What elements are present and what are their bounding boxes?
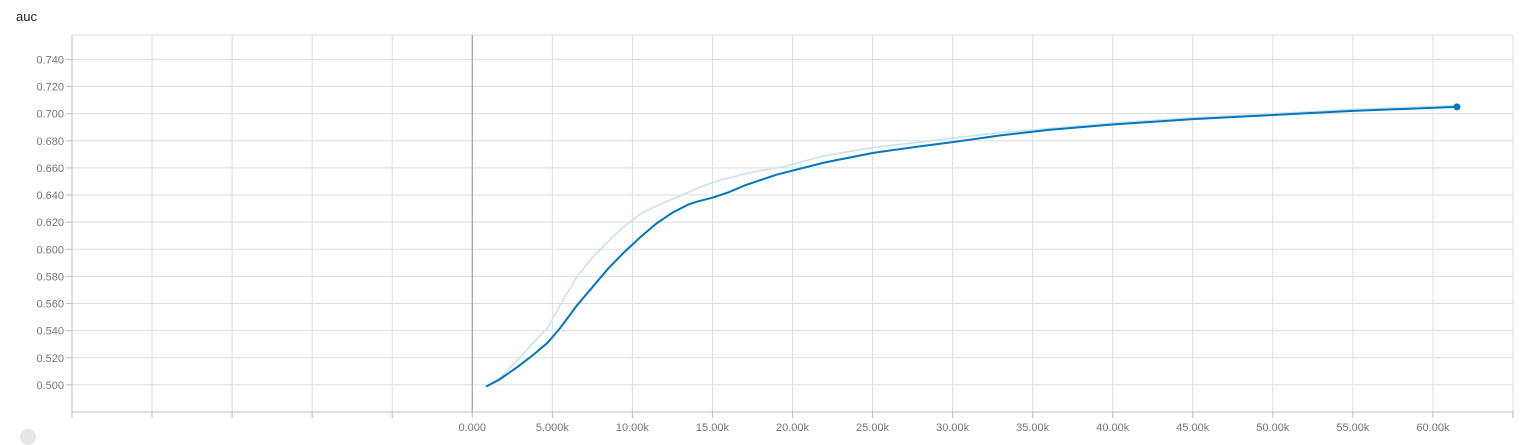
y-tick-label: 0.620 — [36, 217, 64, 229]
y-tick-label: 0.540 — [36, 326, 64, 338]
x-tick-label: 60.00k — [1416, 422, 1450, 434]
y-axis-ticks: 0.500 0.520 0.540 0.560 0.580 0.600 0.620 0.640… — [36, 54, 72, 392]
x-tick-label: 50.00k — [1256, 422, 1290, 434]
x-tick-label: 0.000 — [459, 422, 487, 434]
grid-lines — [71, 34, 1514, 412]
y-tick-label: 0.500 — [36, 380, 64, 392]
x-tick-label: 5.000k — [536, 422, 570, 434]
x-tick-label: 15.00k — [696, 422, 730, 434]
y-tick-label: 0.660 — [36, 163, 64, 175]
y-tick-label: 0.680 — [36, 136, 64, 148]
y-tick-label: 0.600 — [36, 244, 64, 256]
series-end-point — [1453, 103, 1461, 111]
y-tick-label: 0.560 — [36, 299, 64, 311]
x-tick-label: 35.00k — [1016, 422, 1050, 434]
x-tick-label: 10.00k — [616, 422, 650, 434]
chart-title: auc — [16, 9, 37, 24]
raw-series-line — [485, 104, 1458, 388]
x-tick-label: 20.00k — [776, 422, 810, 434]
series-lines — [485, 103, 1461, 388]
y-tick-label: 0.580 — [36, 271, 64, 283]
x-tick-label: 45.00k — [1176, 422, 1210, 434]
x-axis-ticks: 0.000 5.000k 10.00k 15.00k 20.00k 25.00k 30.00… — [71, 412, 1514, 434]
x-tick-label: 25.00k — [856, 422, 890, 434]
y-tick-label: 0.640 — [36, 190, 64, 202]
y-tick-label: 0.520 — [36, 353, 64, 365]
corner-badge-icon — [20, 429, 36, 445]
y-tick-label: 0.720 — [36, 82, 64, 94]
y-tick-label: 0.740 — [36, 54, 64, 66]
x-tick-label: 40.00k — [1096, 422, 1130, 434]
smoothed-series-line — [485, 105, 1458, 388]
x-tick-label: 30.00k — [936, 422, 970, 434]
x-tick-label: 55.00k — [1336, 422, 1370, 434]
y-tick-label: 0.700 — [36, 109, 64, 121]
